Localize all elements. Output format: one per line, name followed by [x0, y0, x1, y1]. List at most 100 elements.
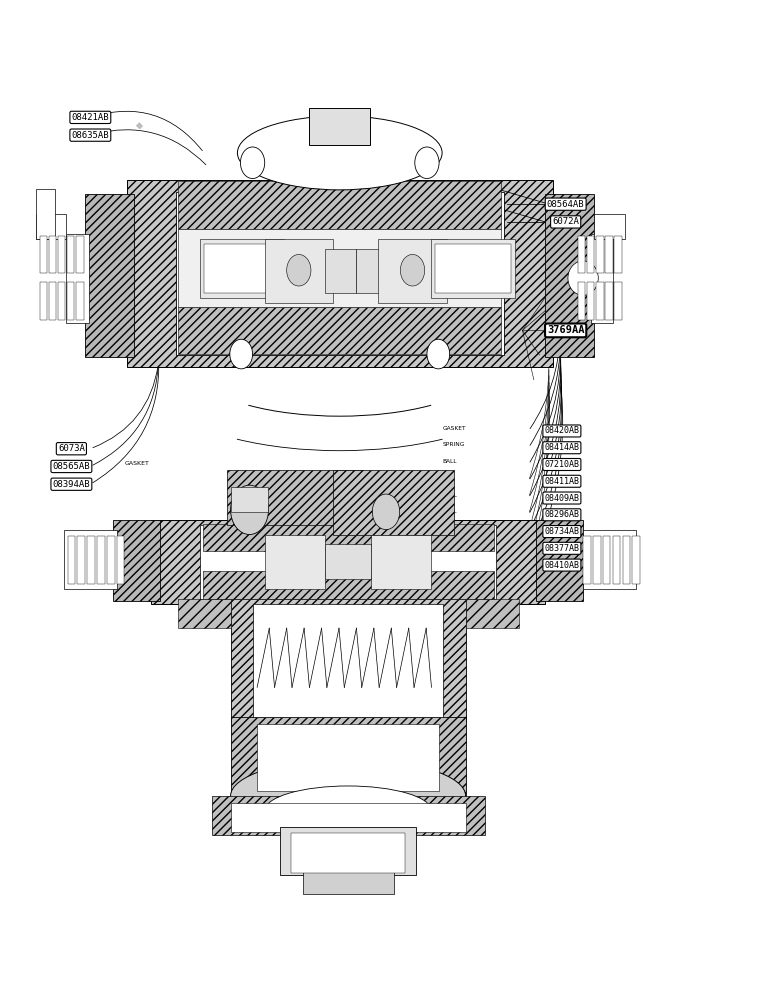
Text: 08565AB: 08565AB — [52, 462, 90, 471]
Circle shape — [401, 254, 425, 286]
Bar — [178, 229, 501, 307]
Text: Y END: Y END — [443, 543, 461, 548]
Bar — [632, 536, 640, 584]
Bar — [545, 194, 594, 357]
Bar — [39, 282, 47, 320]
Bar — [596, 236, 604, 273]
Bar — [212, 796, 485, 835]
Bar — [615, 282, 621, 320]
FancyArrowPatch shape — [93, 130, 206, 165]
FancyArrowPatch shape — [530, 386, 563, 563]
Text: GASKET: GASKET — [124, 461, 149, 466]
Text: BALL: BALL — [443, 459, 457, 464]
Bar — [613, 536, 620, 584]
Bar — [265, 535, 325, 589]
Text: 6073A: 6073A — [58, 444, 85, 453]
Bar — [325, 249, 356, 293]
FancyArrowPatch shape — [530, 389, 549, 546]
Bar — [378, 239, 447, 303]
Bar — [67, 236, 74, 273]
Text: |||: ||| — [136, 121, 144, 129]
Bar — [536, 520, 583, 601]
Bar — [204, 244, 280, 293]
Bar — [113, 520, 160, 601]
FancyArrowPatch shape — [93, 359, 159, 483]
FancyArrowPatch shape — [93, 111, 202, 151]
Bar — [77, 536, 85, 584]
Bar — [68, 536, 75, 584]
Bar — [603, 536, 611, 584]
Bar — [227, 470, 364, 525]
Text: 08734AB: 08734AB — [544, 527, 579, 536]
FancyArrowPatch shape — [530, 366, 561, 512]
Bar — [178, 599, 231, 628]
Bar — [280, 827, 416, 875]
Text: GASKET: GASKET — [435, 199, 460, 204]
Text: SPRING: SPRING — [443, 442, 466, 447]
Circle shape — [372, 494, 400, 530]
Bar — [200, 525, 496, 599]
Bar — [605, 236, 613, 273]
FancyArrowPatch shape — [530, 380, 562, 546]
Bar — [466, 599, 519, 628]
Circle shape — [286, 254, 311, 286]
Text: 07210AB: 07210AB — [544, 460, 579, 469]
Bar — [36, 189, 55, 239]
Bar — [615, 236, 621, 273]
Bar — [58, 236, 66, 273]
Bar — [231, 487, 269, 512]
Bar — [127, 180, 553, 367]
Text: BALL: BALL — [443, 509, 457, 514]
Bar — [325, 544, 371, 579]
Bar — [577, 282, 585, 320]
Bar — [303, 870, 394, 894]
Bar — [622, 536, 630, 584]
Text: 08409AB: 08409AB — [544, 494, 579, 503]
Bar — [265, 239, 333, 303]
FancyArrowPatch shape — [93, 362, 158, 465]
Bar — [66, 234, 89, 322]
FancyArrowPatch shape — [530, 363, 549, 479]
Bar — [587, 282, 594, 320]
FancyArrowPatch shape — [530, 360, 561, 496]
Ellipse shape — [265, 786, 432, 835]
Bar — [58, 282, 66, 320]
Bar — [67, 282, 74, 320]
Text: 08377AB: 08377AB — [544, 544, 579, 553]
Text: 6072A: 6072A — [552, 217, 579, 226]
Text: 08394AB: 08394AB — [52, 480, 90, 489]
Bar — [107, 536, 114, 584]
Text: SEAL: SEAL — [443, 493, 458, 498]
Bar — [231, 717, 466, 796]
Bar — [200, 239, 283, 298]
Text: 08296AB: 08296AB — [544, 510, 579, 519]
Text: 3769AA: 3769AA — [547, 325, 584, 335]
Text: GASKET: GASKET — [443, 426, 466, 431]
Bar — [76, 282, 83, 320]
Bar — [577, 236, 585, 273]
Bar — [64, 530, 117, 589]
Ellipse shape — [238, 116, 442, 190]
Circle shape — [240, 147, 265, 179]
Bar — [583, 536, 591, 584]
Circle shape — [415, 147, 439, 179]
FancyArrowPatch shape — [555, 324, 562, 328]
Bar — [594, 214, 625, 239]
FancyArrowPatch shape — [530, 376, 549, 512]
Bar — [76, 236, 83, 273]
Text: 08414AB: 08414AB — [544, 443, 579, 452]
Bar — [178, 307, 501, 354]
Bar — [310, 108, 370, 145]
Text: 08411AB: 08411AB — [544, 477, 579, 486]
Bar — [333, 470, 454, 535]
FancyArrowPatch shape — [530, 373, 562, 529]
Bar — [85, 194, 134, 357]
Bar — [151, 520, 545, 604]
Bar — [36, 214, 66, 239]
Bar — [39, 236, 47, 273]
Bar — [49, 282, 56, 320]
Bar — [356, 249, 386, 293]
Bar — [231, 599, 466, 722]
Text: 08410AB: 08410AB — [544, 561, 579, 570]
FancyArrowPatch shape — [530, 353, 560, 479]
